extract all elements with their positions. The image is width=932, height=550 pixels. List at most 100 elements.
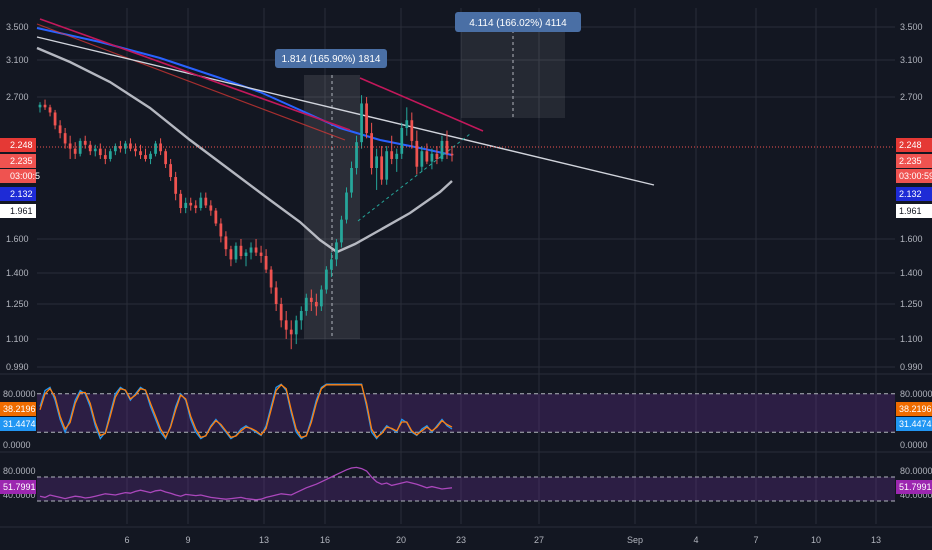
candle[interactable]	[194, 205, 198, 209]
candle[interactable]	[239, 245, 243, 256]
candle[interactable]	[440, 140, 444, 159]
candle[interactable]	[174, 177, 178, 194]
candle[interactable]	[410, 120, 414, 141]
candle[interactable]	[304, 297, 308, 311]
candle[interactable]	[98, 148, 102, 156]
candle[interactable]	[58, 125, 62, 134]
candle[interactable]	[189, 202, 193, 206]
candle[interactable]	[53, 112, 57, 126]
candle[interactable]	[234, 245, 238, 260]
candle[interactable]	[249, 247, 253, 253]
osc-badge-left-text: 38.2196	[3, 404, 36, 414]
candle[interactable]	[264, 256, 268, 270]
candle[interactable]	[103, 155, 107, 159]
candle[interactable]	[340, 219, 343, 243]
candle[interactable]	[93, 148, 97, 152]
candle[interactable]	[330, 259, 333, 270]
candle[interactable]	[129, 143, 132, 149]
x-tick-label: 13	[259, 535, 269, 545]
candle[interactable]	[345, 192, 348, 220]
candle[interactable]	[390, 151, 394, 159]
candle[interactable]	[134, 148, 137, 152]
candle[interactable]	[400, 127, 404, 154]
candle[interactable]	[199, 197, 203, 209]
candle[interactable]	[73, 148, 77, 154]
candle[interactable]	[420, 151, 424, 167]
trendline-white	[36, 36, 655, 186]
candle[interactable]	[309, 297, 313, 302]
x-tick-label: 20	[396, 535, 406, 545]
price-badge-right-text: 2.132	[899, 189, 922, 199]
candle[interactable]	[314, 301, 318, 307]
candle[interactable]	[284, 320, 288, 330]
candle[interactable]	[365, 103, 368, 134]
candle[interactable]	[405, 120, 409, 128]
candle[interactable]	[83, 140, 87, 145]
candle[interactable]	[445, 140, 449, 154]
osc-badge-right-text: 51.7991	[899, 482, 932, 492]
candle[interactable]	[355, 142, 358, 168]
candle[interactable]	[289, 329, 293, 335]
candle[interactable]	[164, 151, 167, 165]
price-pane[interactable]: 1.814 (165.90%) 1814 4.114 (166.02%) 4114	[36, 12, 895, 350]
candle[interactable]	[149, 153, 152, 159]
candle[interactable]	[254, 247, 258, 253]
candle[interactable]	[63, 133, 67, 144]
stoch-rsi-pane[interactable]: 80.0000 80.0000 0.0000 0.0000 38.2196 38.2196…	[0, 383, 932, 450]
candle[interactable]	[139, 151, 142, 156]
candle[interactable]	[68, 143, 72, 149]
candle[interactable]	[279, 304, 283, 321]
candle[interactable]	[259, 252, 263, 256]
candle[interactable]	[395, 153, 399, 159]
candle[interactable]	[219, 223, 223, 237]
candle[interactable]	[430, 153, 434, 162]
candle[interactable]	[38, 104, 42, 108]
candle[interactable]	[88, 144, 92, 152]
price-tick-right: 0.990	[900, 362, 923, 372]
osc-tick-right: 40.0000	[900, 490, 932, 500]
candle[interactable]	[184, 202, 188, 209]
candle[interactable]	[229, 249, 233, 260]
candle[interactable]	[319, 289, 323, 307]
candle[interactable]	[350, 168, 353, 193]
candle[interactable]	[119, 146, 122, 149]
candle[interactable]	[370, 133, 373, 168]
candle[interactable]	[360, 103, 363, 143]
candle[interactable]	[435, 153, 439, 159]
candle[interactable]	[450, 153, 454, 156]
candle[interactable]	[385, 151, 389, 180]
candle[interactable]	[244, 252, 248, 256]
candle[interactable]	[179, 193, 183, 209]
candle[interactable]	[214, 210, 218, 224]
candle[interactable]	[375, 156, 379, 168]
candle[interactable]	[204, 197, 208, 206]
osc-tick-right: 0.0000	[900, 440, 928, 450]
candle[interactable]	[224, 236, 228, 250]
candle[interactable]	[108, 151, 112, 159]
candle[interactable]	[113, 146, 117, 152]
moving-average-blue	[36, 27, 453, 156]
price-badge-right	[896, 154, 932, 168]
candle[interactable]	[144, 155, 147, 159]
candle[interactable]	[169, 164, 173, 178]
osc-tick-left: 80.0000	[3, 466, 36, 476]
price-badge-right-text: 2.248	[899, 140, 922, 150]
candle[interactable]	[335, 242, 338, 260]
candle[interactable]	[269, 269, 273, 288]
candle[interactable]	[154, 143, 157, 154]
candle[interactable]	[43, 104, 47, 108]
candle[interactable]	[415, 140, 419, 167]
candle[interactable]	[380, 156, 384, 180]
candle[interactable]	[209, 205, 213, 211]
candle[interactable]	[425, 151, 429, 162]
candle[interactable]	[294, 320, 298, 335]
candle[interactable]	[48, 107, 52, 113]
candle[interactable]	[124, 143, 127, 149]
candle[interactable]	[78, 140, 82, 154]
projection-label: 4.114 (166.02%) 4114	[469, 18, 567, 29]
candle[interactable]	[325, 269, 328, 290]
candle[interactable]	[274, 287, 278, 304]
candle[interactable]	[299, 311, 303, 321]
